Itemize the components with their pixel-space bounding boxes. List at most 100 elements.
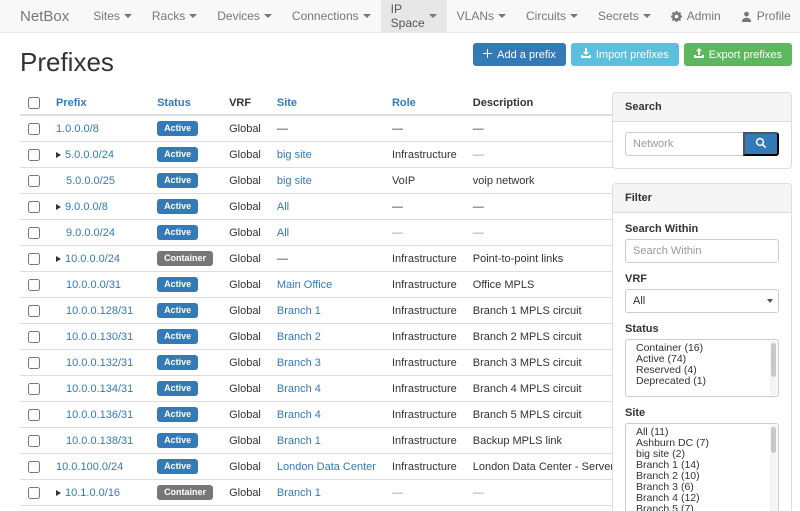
- listbox-option[interactable]: Branch 1 (14): [636, 460, 700, 471]
- listbox-option[interactable]: Branch 3 (6): [636, 482, 694, 493]
- gear-icon: [670, 10, 682, 22]
- vrf-cell: Global: [221, 245, 269, 272]
- site-link[interactable]: Branch 2: [276, 330, 321, 343]
- nav-item-secrets[interactable]: Secrets: [588, 0, 661, 32]
- add-prefix-button[interactable]: Add a prefix: [473, 43, 566, 66]
- nav-item-sites[interactable]: Sites: [83, 0, 142, 32]
- listbox-option[interactable]: Active (74): [636, 354, 687, 365]
- site-link[interactable]: London Data Center: [276, 460, 376, 473]
- listbox-option[interactable]: Branch 2 (10): [636, 471, 700, 482]
- import-prefixes-button[interactable]: Import prefixes: [570, 43, 679, 66]
- prefix-link[interactable]: 5.0.0.0/24: [65, 148, 114, 161]
- expand-icon[interactable]: [56, 255, 61, 262]
- row-checkbox[interactable]: [28, 278, 40, 291]
- site-link[interactable]: All: [276, 200, 290, 213]
- expand-icon[interactable]: [56, 203, 61, 210]
- status-cell: Active: [149, 323, 222, 350]
- column-sort-link[interactable]: Prefix: [56, 97, 87, 110]
- nav-item-racks[interactable]: Racks: [142, 0, 207, 32]
- prefix-link[interactable]: 10.0.0.128/31: [66, 304, 134, 317]
- site-link[interactable]: Branch 1: [276, 304, 321, 317]
- row-checkbox[interactable]: [28, 408, 40, 421]
- row-checkbox[interactable]: [28, 174, 40, 187]
- prefix-link[interactable]: 10.1.0.0/16: [65, 486, 121, 499]
- network-search-input[interactable]: [625, 132, 743, 156]
- site-link[interactable]: Branch 1: [276, 486, 321, 499]
- vrf-select[interactable]: All: [625, 289, 779, 313]
- listbox-option[interactable]: Reserved (4): [636, 365, 697, 376]
- app-brand[interactable]: NetBox: [20, 8, 70, 25]
- row-checkbox[interactable]: [28, 252, 40, 265]
- expand-icon[interactable]: [56, 489, 61, 496]
- row-checkbox[interactable]: [28, 148, 40, 161]
- listbox-option[interactable]: All (11): [636, 427, 669, 438]
- listbox-option[interactable]: Branch 5 (7): [636, 504, 694, 511]
- export-prefixes-button[interactable]: Export prefixes: [683, 43, 792, 66]
- listbox-option[interactable]: Deprecated (1): [636, 376, 707, 387]
- nav-item-label: VLANs: [456, 9, 495, 23]
- search-within-input[interactable]: [625, 239, 779, 263]
- listbox-option[interactable]: Branch 4 (12): [636, 493, 700, 504]
- expand-icon[interactable]: [56, 151, 61, 158]
- site-link[interactable]: big site: [276, 174, 312, 187]
- row-checkbox[interactable]: [28, 304, 40, 317]
- role-cell: VoIP: [383, 167, 465, 194]
- prefix-link[interactable]: 10.0.100.0/24: [56, 460, 124, 473]
- select-all-checkbox[interactable]: [28, 97, 40, 110]
- site-link[interactable]: big site: [276, 148, 312, 161]
- prefix-link[interactable]: 10.0.0.136/31: [66, 408, 134, 421]
- row-checkbox[interactable]: [28, 330, 40, 343]
- column-sort-link[interactable]: Role: [391, 97, 416, 110]
- scrollbar[interactable]: [770, 425, 777, 511]
- prefix-cell: 10.0.0.138/31: [48, 427, 150, 454]
- column-header-prefix[interactable]: Prefix: [48, 92, 150, 117]
- role-cell: Infrastructure: [383, 323, 465, 350]
- site-link[interactable]: All: [276, 226, 290, 239]
- scrollbar[interactable]: [770, 341, 777, 395]
- prefix-link[interactable]: 9.0.0.0/24: [66, 226, 115, 239]
- nav-item-ip-space[interactable]: IP Space: [380, 0, 447, 32]
- site-link[interactable]: Branch 3: [276, 356, 321, 369]
- listbox-option[interactable]: Ashburn DC (7): [636, 438, 709, 449]
- prefix-link[interactable]: 10.0.0.134/31: [66, 382, 134, 395]
- row-checkbox[interactable]: [28, 356, 40, 369]
- role-cell: —: [383, 219, 465, 246]
- search-button[interactable]: [743, 132, 779, 156]
- row-checkbox[interactable]: [28, 226, 40, 239]
- column-header-status[interactable]: Status: [149, 92, 222, 117]
- row-checkbox[interactable]: [28, 486, 40, 499]
- site-listbox[interactable]: All (11) Ashburn DC (7) big site (2) Branch…: [625, 423, 779, 511]
- nav-item-vlans[interactable]: VLANs: [447, 0, 516, 32]
- listbox-option[interactable]: Container (16): [636, 343, 704, 354]
- nav-item-circuits[interactable]: Circuits: [516, 0, 588, 32]
- prefix-link[interactable]: 10.0.0.0/24: [65, 252, 121, 265]
- prefix-link[interactable]: 10.0.0.130/31: [66, 330, 134, 343]
- nav-item-devices[interactable]: Devices: [207, 0, 282, 32]
- row-checkbox[interactable]: [28, 434, 40, 447]
- prefix-link[interactable]: 9.0.0.0/8: [65, 200, 108, 213]
- column-header-role[interactable]: Role: [383, 92, 465, 117]
- row-checkbox[interactable]: [28, 382, 40, 395]
- prefix-link[interactable]: 1.0.0.0/8: [56, 122, 99, 135]
- nav-item-admin[interactable]: Admin: [661, 0, 731, 32]
- site-link[interactable]: Branch 1: [276, 434, 321, 447]
- site-link[interactable]: Branch 4: [276, 382, 321, 395]
- nav-item-connections[interactable]: Connections: [282, 0, 381, 32]
- chevron-down-icon: [362, 14, 371, 18]
- row-checkbox[interactable]: [28, 460, 40, 473]
- row-checkbox[interactable]: [28, 200, 40, 213]
- chevron-down-icon: [767, 299, 773, 303]
- column-header-site[interactable]: Site: [268, 92, 384, 117]
- column-sort-link[interactable]: Status: [157, 97, 191, 110]
- listbox-option[interactable]: big site (2): [636, 449, 686, 460]
- nav-item-profile[interactable]: Profile: [731, 0, 800, 32]
- column-sort-link[interactable]: Site: [276, 97, 298, 110]
- site-link[interactable]: Branch 4: [276, 408, 321, 421]
- prefix-link[interactable]: 10.0.0.132/31: [66, 356, 134, 369]
- site-link[interactable]: Main Office: [276, 278, 333, 291]
- prefix-link[interactable]: 5.0.0.0/25: [66, 174, 115, 187]
- row-checkbox[interactable]: [28, 122, 40, 135]
- prefix-link[interactable]: 10.0.0.138/31: [66, 434, 134, 447]
- prefix-link[interactable]: 10.0.0.0/31: [66, 278, 122, 291]
- status-listbox[interactable]: Container (16) Active (74) Reserved (4) Dep…: [625, 339, 779, 397]
